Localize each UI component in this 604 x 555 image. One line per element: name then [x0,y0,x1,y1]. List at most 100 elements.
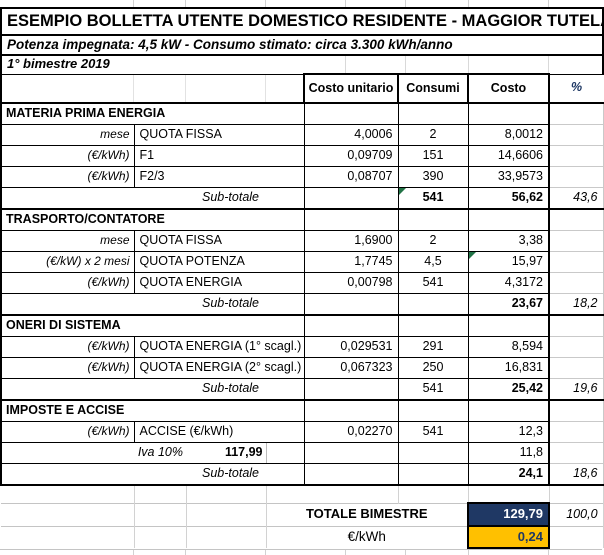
subtotal-row: Sub-totale 541 25,42 19,6 [0,378,604,401]
empty-cell [397,399,469,422]
subtotal-row: Sub-totale 541 56,62 43,6 [0,187,604,210]
subtotal-cost: 23,67 [467,293,550,316]
unit-label: (€/kWh) [0,421,135,443]
comment-flag-icon [399,188,406,195]
subtotal-row: Sub-totale 24,1 18,6 [0,463,604,486]
empty-cell [303,102,399,125]
unit-label: (€/kWh) [0,272,135,294]
consumption-value: 4,5 [397,251,469,273]
subtotal-consumption: 541 [397,187,469,210]
empty-cell [303,208,399,231]
empty-cell [467,399,550,422]
cost-value: 14,6606 [467,145,550,167]
empty-cell [0,378,134,401]
table-row: (€/kWh) F1 0,09709 151 14,6606 [0,145,604,167]
grand-total-label: TOTALE BIMESTRE [266,502,468,526]
subtotal-cost: 56,62 [467,187,550,210]
bill-table: ESEMPIO BOLLETTA UTENTE DOMESTICO RESIDE… [0,7,604,549]
empty-cell [0,442,134,464]
empty-cell [467,208,550,231]
empty-cell [547,209,604,231]
section-header-row: IMPOSTE E ACCISE [0,399,604,422]
unit-cost-value: 0,08707 [303,166,399,188]
unit-cost-value: 4,0006 [303,124,399,146]
item-description: QUOTA ENERGIA (1° scagl.) [134,336,305,358]
empty-cell [134,502,187,526]
empty-cell [549,525,604,548]
item-description: F2/3 [134,166,305,188]
table-row: (€/kWh) QUOTA ENERGIA (2° scagl.) 0,0673… [0,357,604,379]
unit-label: (€/kWh) [0,145,135,167]
empty-cell [397,442,469,464]
unit-cost-value: 1,7745 [303,251,399,273]
cost-value: 8,594 [467,336,550,358]
empty-cell [0,187,134,210]
subtotal-percent: 18,6 [547,463,604,486]
comment-flag-icon [469,252,476,259]
consumption-value: 541 [397,421,469,443]
cost-value: 12,3 [467,421,550,443]
cost-value: 3,38 [467,230,550,252]
unit-label: (€/kWh) [0,357,135,379]
column-header-unit-cost: Costo unitario [303,73,399,104]
empty-cell [547,251,604,273]
empty-cell [397,314,469,337]
unit-label: (€/kWh) [0,336,135,358]
iva-cost: 11,8 [467,442,550,464]
section-title: ONERI DI SISTEMA [0,315,305,337]
empty-row [1,485,604,503]
empty-cell [134,525,187,548]
subtotal-consumption-value: 541 [422,190,444,205]
consumption-value: 151 [397,145,469,167]
column-header-percent: % [547,74,604,104]
unit-label: mese [0,230,135,252]
section-header-row: TRASPORTO/CONTATORE [0,208,604,231]
sheet-gridline-strip-bottom [0,549,602,555]
section-title: MATERIA PRIMA ENERGIA [0,103,305,125]
empty-cell [547,145,604,167]
consumption-value: 390 [397,166,469,188]
price-per-kwh-label: €/kWh [266,525,468,548]
unit-cost-value: 0,00798 [303,272,399,294]
empty-cell [303,293,399,316]
empty-cell [547,166,604,188]
subtotal-percent: 43,6 [547,187,604,210]
empty-cell [266,293,305,316]
unit-label: mese [0,124,135,146]
consumption-value: 291 [397,336,469,358]
empty-cell [266,463,305,486]
empty-cell [266,442,305,464]
column-header-row: Costo unitario Consumi Costo % [0,73,604,104]
item-description: QUOTA ENERGIA (2° scagl.) [134,357,305,379]
subtotal-consumption [397,463,469,486]
empty-cell [398,485,469,503]
page-subtitle: Potenza impegnata: 4,5 kW - Consumo stim… [0,35,604,56]
empty-cell [186,485,267,503]
unit-cost-value: 1,6900 [303,230,399,252]
subtotal-consumption: 541 [397,378,469,401]
section-title: IMPOSTE E ACCISE [0,400,305,422]
section-header-row: ONERI DI SISTEMA [0,314,604,337]
empty-cell [547,230,604,252]
item-description: F1 [134,145,305,167]
grand-total-row: TOTALE BIMESTRE 129,79 100,0 [1,502,604,527]
subtotal-label: Sub-totale [134,463,266,486]
table-row: (€/kW) x 2 mesi QUOTA POTENZA 1,7745 4,5… [0,251,604,273]
subtotal-consumption [397,293,469,316]
empty-cell [304,485,399,503]
price-per-kwh-value: 0,24 [467,525,550,549]
item-description: QUOTA ENERGIA [134,272,305,294]
table-row: (€/kWh) QUOTA ENERGIA (1° scagl.) 0,0295… [0,336,604,358]
grand-total-value: 129,79 [467,502,550,527]
page-title: ESEMPIO BOLLETTA UTENTE DOMESTICO RESIDE… [0,7,604,36]
consumption-value: 250 [397,357,469,379]
empty-cell [547,272,604,294]
empty-cell [547,103,604,125]
empty-cell [266,485,304,503]
billing-period: 1° bimestre 2019 [0,55,604,75]
consumption-value: 2 [397,230,469,252]
empty-cell [266,187,305,210]
empty-cell [266,378,305,401]
subtotal-cost: 25,42 [467,378,550,401]
header-spacer [0,74,305,104]
